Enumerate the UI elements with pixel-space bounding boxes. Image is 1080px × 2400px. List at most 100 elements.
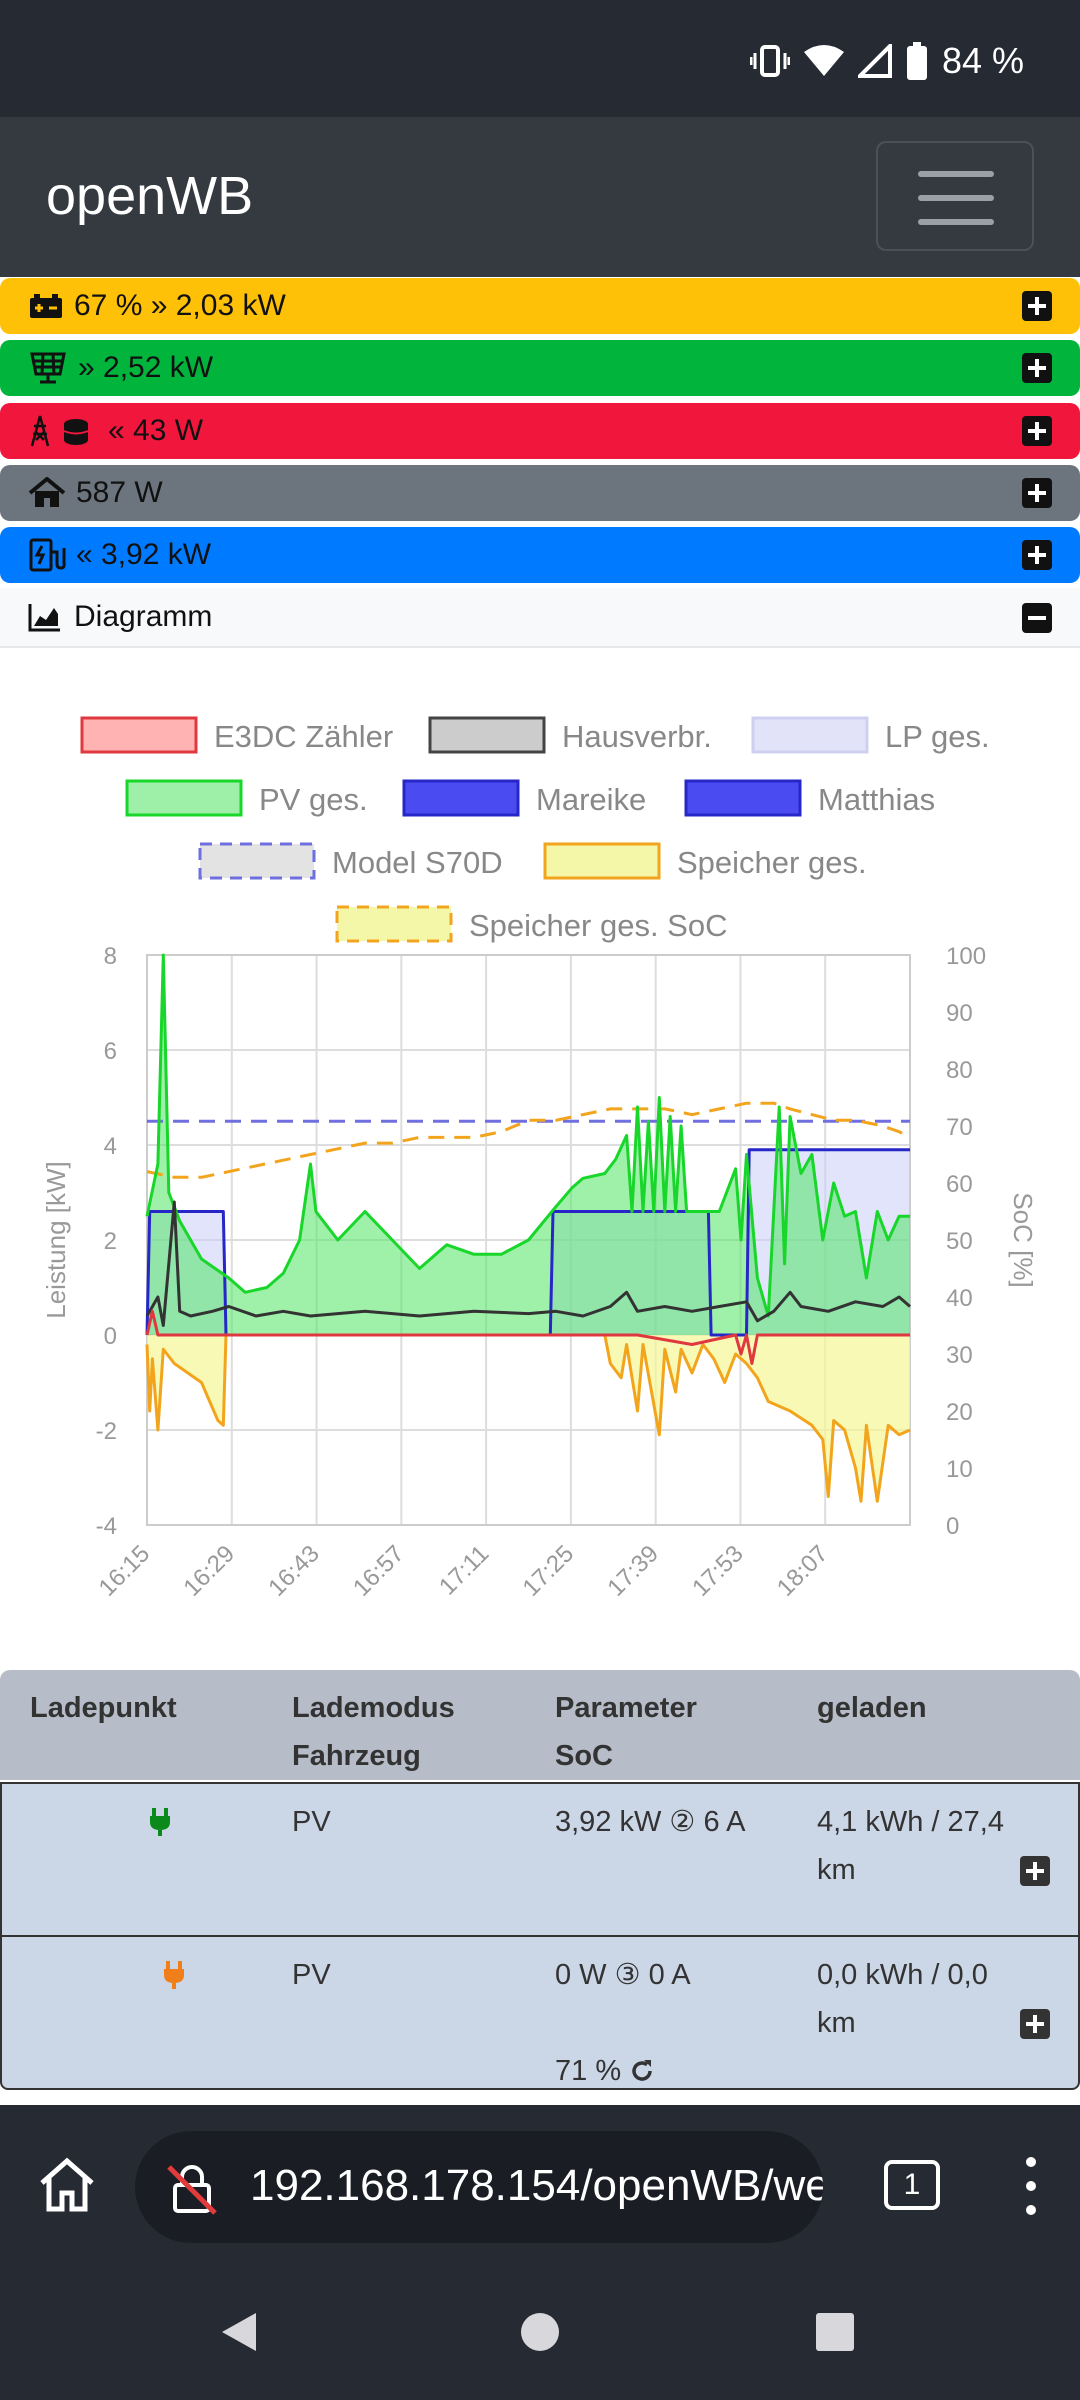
grid-summary-text: « 43 W	[108, 414, 204, 447]
back-icon[interactable]	[218, 2309, 260, 2355]
navbar: openWB	[0, 117, 1080, 277]
plug-icon	[164, 1961, 184, 1989]
diagram-header[interactable]: Diagramm	[0, 588, 1080, 648]
y2-tick-label: 10	[946, 1456, 973, 1483]
house-summary-text: 587 W	[76, 476, 163, 509]
battery-summary-bar[interactable]: 67 % » 2,03 kW	[0, 278, 1080, 334]
x-tick-label: 16:29	[178, 1540, 240, 1602]
legend-item: PV ges.	[125, 779, 368, 817]
legend-swatch	[428, 716, 546, 754]
insecure-lock-icon[interactable]	[165, 2161, 221, 2217]
row-charged: 4,1 kWh / 27,4 km	[817, 1806, 1004, 1886]
battery-summary-text: 67 % » 2,03 kW	[74, 289, 286, 322]
y2-tick-label: 80	[946, 1057, 973, 1084]
status-icons: 84 %	[749, 40, 1024, 82]
y2-tick-label: 0	[946, 1513, 959, 1540]
row-mode: PV	[292, 1806, 331, 1838]
home-circle-icon[interactable]	[519, 2311, 561, 2353]
vibrate-icon	[749, 45, 790, 77]
pv-line	[145, 953, 910, 1318]
legend-label: Hausverbr.	[562, 719, 712, 754]
wifi-icon	[803, 45, 844, 76]
legend-swatch	[125, 779, 243, 817]
battery-percentage: 84 %	[941, 40, 1024, 81]
expand-house-button[interactable]	[1022, 478, 1052, 508]
y-tick-label: -4	[96, 1513, 117, 1540]
pv-summary-text: » 2,52 kW	[78, 351, 214, 384]
x-tick-label: 17:11	[434, 1540, 494, 1600]
y2-tick-label: 50	[946, 1228, 973, 1255]
legend-swatch	[543, 842, 661, 880]
system-navigation-bar	[0, 2265, 1080, 2400]
tab-switcher-button[interactable]: 1	[884, 2160, 940, 2210]
hausverbrauch-line	[145, 1200, 911, 1327]
expand-row-button[interactable]	[1020, 2009, 1050, 2039]
solar-panel-icon	[28, 352, 68, 384]
recents-icon[interactable]	[815, 2312, 855, 2352]
area-chart-icon	[28, 604, 60, 632]
battery-icon	[28, 292, 64, 320]
charging-station-icon	[28, 538, 66, 572]
x-tick-label: 16:57	[348, 1540, 410, 1602]
y2-tick-label: 90	[946, 1000, 973, 1027]
legend-item: Matthias	[684, 779, 935, 817]
refresh-icon[interactable]	[629, 2058, 655, 2084]
expand-battery-button[interactable]	[1022, 291, 1052, 321]
row-charged: 0,0 kWh / 0,0 km	[817, 1959, 988, 2039]
app-title[interactable]: openWB	[46, 166, 254, 226]
table-header: Ladepunkt Lademodus Fahrzeug Parameter SoC…	[0, 1670, 1080, 1780]
header-geladen: geladen	[817, 1692, 927, 1724]
expand-row-button[interactable]	[1020, 1856, 1050, 1886]
speicher-line	[145, 1333, 911, 1503]
x-tick-label: 16:15	[94, 1540, 156, 1602]
row-mode: PV	[292, 1959, 331, 1991]
header-lademodus: Lademodus Fahrzeug	[292, 1692, 455, 1772]
power-chart: E3DC Zähler Hausverbr. LP ges. PV ges. Marei…	[0, 650, 1080, 1670]
speicher-area	[147, 1335, 910, 1502]
grid-summary-bar[interactable]: « 43 W	[0, 403, 1080, 459]
table-row[interactable]: PV 0 W ③ 0 A 0,0 kWh / 0,0 km 71 %	[0, 1935, 1080, 2090]
collapse-diagram-button[interactable]	[1022, 603, 1052, 633]
row-soc: 71 %	[555, 2047, 655, 2095]
battery-status-icon	[906, 42, 927, 80]
plug-icon	[150, 1808, 170, 1836]
pv-summary-bar[interactable]: » 2,52 kW	[0, 340, 1080, 396]
legend-label: Model S70D	[332, 845, 503, 880]
y2-tick-label: 60	[946, 1171, 973, 1198]
x-tick-label: 16:43	[263, 1540, 325, 1602]
y-tick-label: -2	[96, 1418, 117, 1445]
legend-item: Speicher ges.	[543, 842, 867, 880]
y2-tick-label: 40	[946, 1285, 973, 1312]
expand-charging-button[interactable]	[1022, 540, 1052, 570]
x-tick-label: 17:39	[602, 1540, 664, 1602]
charging-points-table: Ladepunkt Lademodus Fahrzeug Parameter SoC…	[0, 1670, 1080, 2090]
hamburger-line	[918, 195, 994, 201]
y2-axis-label: SoC [%]	[1008, 1192, 1038, 1287]
grid-tower-icon	[28, 414, 98, 448]
home-icon[interactable]	[38, 2157, 96, 2213]
menu-toggle-button[interactable]	[876, 141, 1034, 251]
x-tick-label: 18:07	[772, 1540, 834, 1602]
legend-swatch	[198, 842, 316, 880]
x-tick-label: 17:53	[687, 1540, 749, 1602]
charging-summary-bar[interactable]: « 3,92 kW	[0, 527, 1080, 583]
expand-pv-button[interactable]	[1022, 353, 1052, 383]
url-text[interactable]: 192.168.178.154/openWB/web	[250, 2161, 823, 2210]
status-bar: 84 %	[0, 0, 1080, 117]
y-tick-label: 6	[104, 1038, 117, 1065]
legend-label: Matthias	[818, 782, 935, 817]
url-bar[interactable]: 192.168.178.154/openWB/web	[135, 2131, 823, 2243]
legend-label: LP ges.	[885, 719, 990, 754]
row-parameter: 0 W ③ 0 A	[555, 1959, 691, 1991]
table-row[interactable]: PV 3,92 kW ② 6 A 4,1 kWh / 27,4 km	[0, 1782, 1080, 1937]
diagram-title: Diagramm	[74, 600, 213, 633]
header-parameter: Parameter SoC	[555, 1692, 697, 1772]
charging-summary-text: « 3,92 kW	[76, 538, 212, 571]
y-tick-label: 8	[104, 943, 117, 970]
house-summary-bar[interactable]: 587 W	[0, 465, 1080, 521]
expand-grid-button[interactable]	[1022, 416, 1052, 446]
hamburger-line	[918, 171, 994, 177]
overflow-menu-icon[interactable]	[1026, 2157, 1036, 2215]
legend-swatch	[751, 716, 869, 754]
